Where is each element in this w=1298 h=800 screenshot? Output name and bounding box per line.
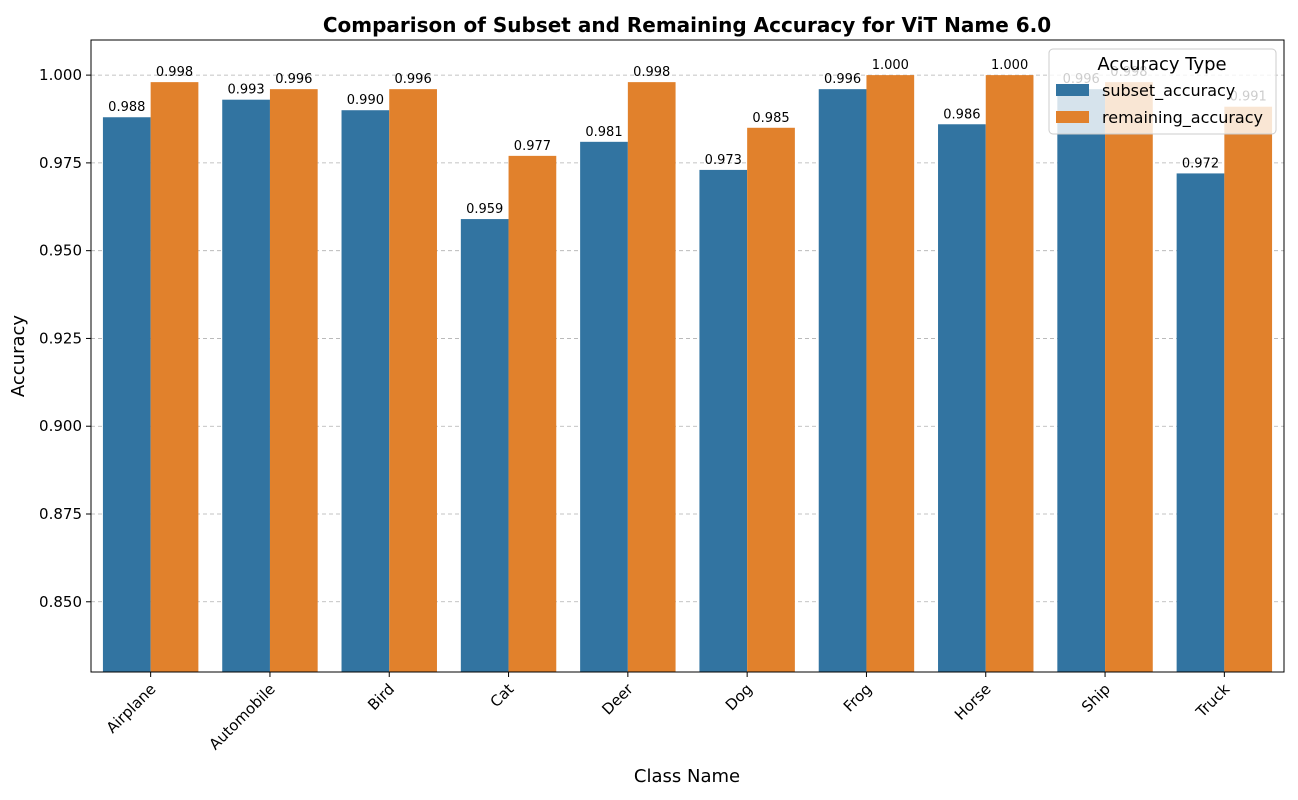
bar-subset-accuracy (222, 99, 270, 672)
data-label: 0.998 (156, 65, 193, 80)
y-tick-label: 0.975 (39, 154, 82, 172)
x-tick-label: Cat (487, 680, 518, 711)
legend-swatch-subset (1056, 84, 1089, 96)
bar-remaining-accuracy (985, 75, 1034, 673)
y-tick-label: 0.950 (39, 242, 82, 260)
bar-remaining-accuracy (269, 89, 318, 672)
x-tick-label: Deer (598, 680, 637, 719)
legend-box (1048, 48, 1277, 135)
y-axis-label: Accuracy (8, 315, 29, 398)
data-label: 0.977 (514, 139, 551, 154)
x-tick-label: Truck (1192, 680, 1234, 722)
bars (102, 75, 1273, 673)
bar-remaining-accuracy (866, 75, 915, 673)
bar-subset-accuracy (341, 110, 390, 672)
data-label: 0.996 (395, 72, 432, 87)
data-label: 0.996 (275, 72, 312, 87)
bar-subset-accuracy (460, 219, 509, 673)
bar-remaining-accuracy (508, 155, 557, 672)
data-label: 0.998 (633, 65, 670, 80)
bar-subset-accuracy (699, 169, 748, 672)
y-tick-label: 0.875 (39, 505, 82, 523)
y-tick-label: 1.000 (39, 66, 82, 84)
y-tick-label: 0.850 (39, 593, 82, 611)
data-label: 0.990 (347, 93, 384, 108)
bar-remaining-accuracy (150, 82, 199, 673)
legend-label-subset: subset_accuracy (1102, 81, 1235, 101)
data-label: 0.972 (1182, 156, 1219, 171)
x-tick-label: Bird (364, 680, 398, 714)
data-label: 0.988 (108, 100, 145, 115)
bar-subset-accuracy (1176, 173, 1225, 672)
y-tick-label: 0.925 (39, 329, 82, 347)
data-label: 0.973 (705, 153, 742, 168)
data-label: 1.000 (872, 58, 909, 73)
bar-subset-accuracy (102, 117, 151, 672)
data-label: 1.000 (991, 58, 1028, 73)
x-tick-label: Frog (840, 680, 875, 715)
x-axis-label: Class Name (634, 766, 740, 787)
legend-swatch-remaining (1056, 111, 1089, 123)
bar-remaining-accuracy (627, 82, 676, 673)
legend-title: Accuracy Type (1097, 54, 1226, 75)
bar-subset-accuracy (938, 124, 986, 673)
chart-title: Comparison of Subset and Remaining Accur… (323, 13, 1051, 37)
x-tick-label: Dog (722, 680, 756, 714)
x-tick-label: Ship (1078, 680, 1114, 716)
x-tick-label: Airplane (103, 680, 160, 737)
data-label: 0.986 (943, 107, 980, 122)
bar-subset-accuracy (580, 141, 628, 673)
data-label: 0.985 (752, 111, 789, 126)
x-tick-label: Automobile (205, 680, 278, 753)
bar-remaining-accuracy (389, 89, 437, 672)
data-label: 0.959 (466, 202, 503, 217)
data-label: 0.993 (227, 83, 264, 98)
bar-remaining-accuracy (1105, 82, 1153, 673)
x-tick-label: Horse (951, 680, 995, 724)
data-label: 0.996 (824, 72, 861, 87)
bar-remaining-accuracy (1224, 106, 1273, 672)
data-label: 0.981 (585, 125, 622, 140)
plot-frame (90, 39, 1285, 673)
bar-subset-accuracy (818, 89, 867, 672)
bar-remaining-accuracy (747, 127, 795, 673)
legend-label-remaining: remaining_accuracy (1102, 108, 1263, 128)
legend: Accuracy Type subset_accuracy remaining_… (1048, 48, 1277, 135)
y-tick-label: 0.900 (39, 417, 82, 435)
bar-subset-accuracy (1057, 89, 1106, 672)
